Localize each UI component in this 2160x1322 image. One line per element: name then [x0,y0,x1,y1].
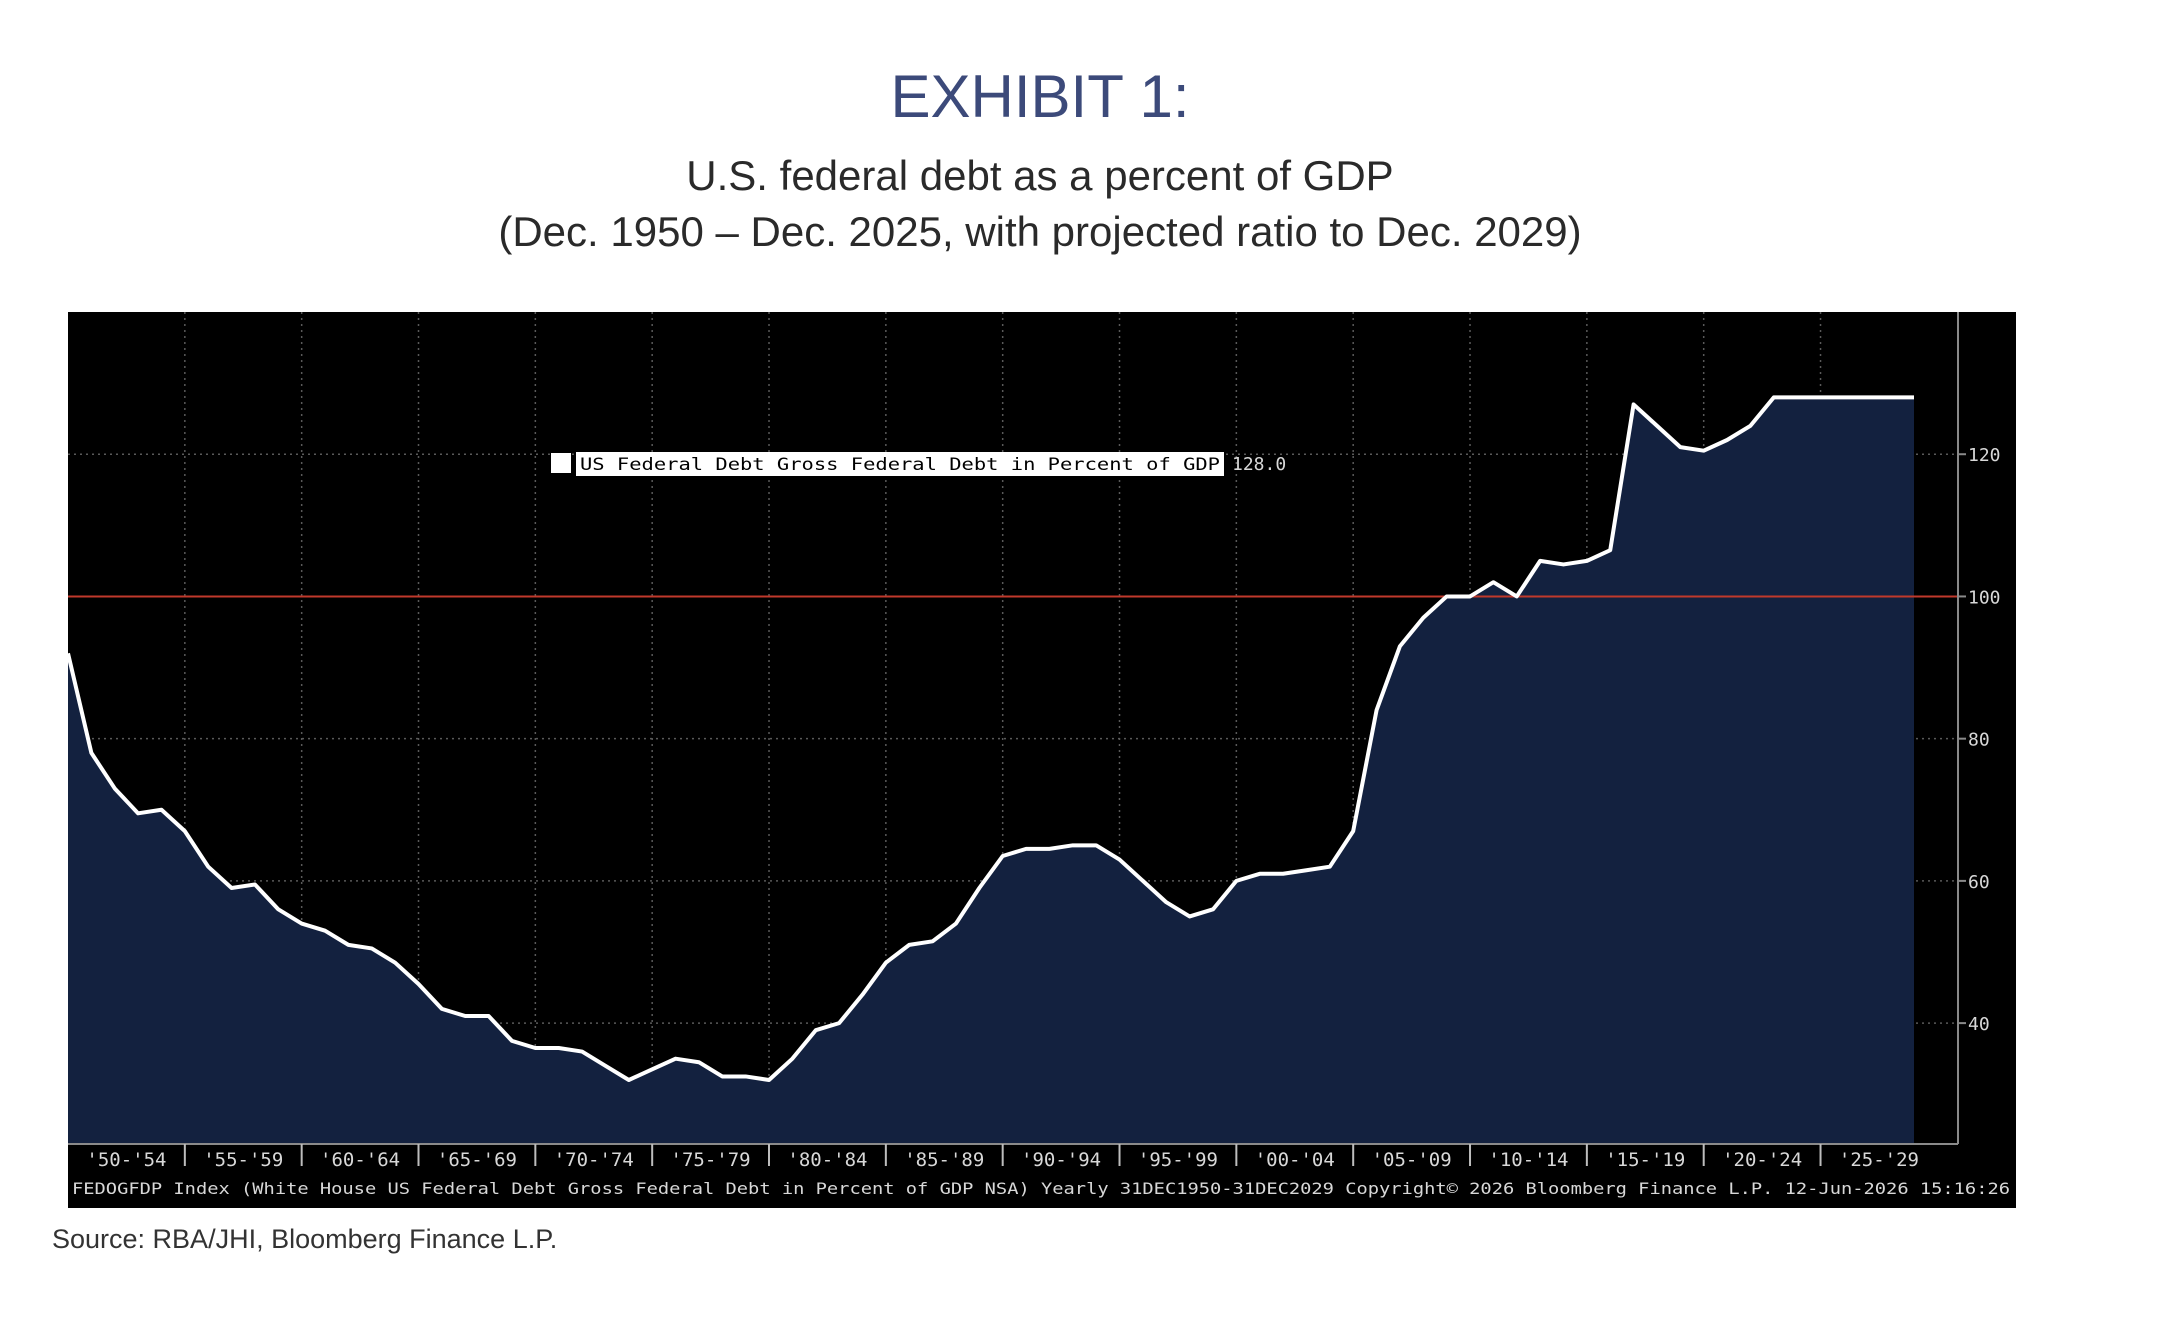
x-tick-label: '90-'94 [1021,1149,1101,1171]
legend-label: US Federal Debt Gross Federal Debt in Pe… [580,455,1220,475]
x-tick-label: '55-'59 [203,1149,283,1171]
y-tick-label: 60 [1968,872,1990,893]
legend-label-box [576,452,1224,476]
x-tick-label: '10-'14 [1488,1149,1568,1171]
x-tick-label: '80-'84 [787,1149,867,1171]
x-tick-label: '00-'04 [1255,1149,1335,1171]
x-tick-label: '60-'64 [320,1149,400,1171]
chart-panel: 40 60 80 100 120 '50-'54 '55-'59 '60-'64 '65-'69… [68,312,2016,1208]
x-tick-label: '05-'09 [1372,1149,1452,1171]
x-tick-label: '25-'29 [1839,1149,1919,1171]
y-tick-label: 40 [1968,1014,1990,1035]
x-tick-label: '65-'69 [437,1149,517,1171]
x-tick-label: '95-'99 [1138,1149,1218,1171]
y-tick-label: 100 [1968,587,2001,608]
x-tick-label: '50-'54 [86,1149,166,1171]
chart-footer-text: FEDOGFDP Index (White House US Federal D… [72,1179,2010,1198]
x-tick-label: '75-'79 [671,1149,751,1171]
x-tick-label: '70-'74 [554,1149,634,1171]
chart-subtitle: U.S. federal debt as a percent of GDP [686,152,1394,199]
legend-last-value: 128.0 [1232,454,1286,475]
series-area [68,397,1914,1144]
source-note: Source: RBA/JHI, Bloomberg Finance L.P. [52,1224,558,1254]
y-tick-label: 80 [1968,730,1990,751]
debt-chart: 40 60 80 100 120 '50-'54 '55-'59 '60-'64 '65-'69… [68,312,2010,1198]
legend-swatch [551,453,571,473]
y-tick-label: 120 [1968,445,2001,466]
exhibit-title: EXHIBIT 1: [890,63,1190,130]
chart-date-range: (Dec. 1950 – Dec. 2025, with projected r… [498,208,1582,255]
series-line [68,395,1914,1082]
x-tick-label: '20-'24 [1722,1149,1802,1171]
x-tick-label: '85-'89 [904,1149,984,1171]
x-tick-label: '15-'19 [1605,1149,1685,1171]
